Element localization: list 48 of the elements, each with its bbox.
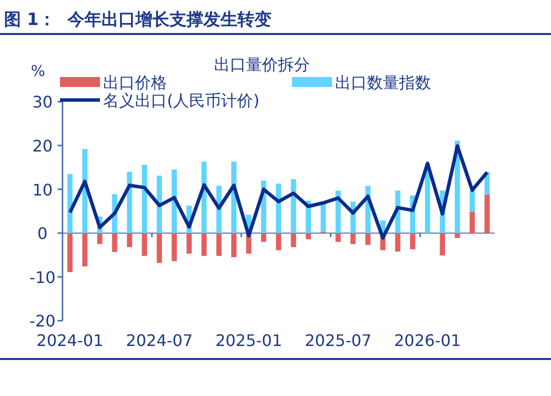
bar	[454, 233, 460, 238]
y-tick-label: 30	[32, 92, 53, 112]
bar	[156, 233, 162, 263]
x-tick-label: 2024-01	[36, 331, 104, 350]
x-tick-label: 2025-07	[304, 331, 372, 350]
y-tick-label: -20	[29, 312, 56, 331]
bar	[156, 176, 162, 234]
bar	[172, 170, 177, 234]
y-tick-label: 20	[32, 136, 53, 156]
bar	[67, 233, 73, 272]
bar	[126, 233, 132, 248]
legend-label: 名义出口(人民币计价)	[103, 91, 260, 110]
bar	[336, 233, 341, 242]
bar	[142, 233, 148, 256]
line-series	[68, 144, 489, 240]
bar	[97, 233, 102, 244]
bar	[276, 233, 282, 250]
bar	[290, 233, 296, 248]
chart-subtitle: 出口量价拆分	[214, 55, 310, 74]
bar	[470, 212, 475, 234]
bar	[365, 233, 371, 245]
bar	[410, 233, 416, 250]
bar	[470, 190, 475, 212]
bar	[201, 233, 207, 256]
bar	[350, 233, 356, 244]
bar	[395, 233, 400, 252]
legend-label: 出口数量指数	[335, 73, 431, 92]
y-tick-label: -10	[29, 268, 56, 287]
bar	[440, 233, 446, 256]
bar	[112, 233, 118, 252]
x-tick-label: 2026-01	[394, 331, 461, 350]
bar	[172, 233, 177, 262]
bar	[186, 233, 192, 254]
bar	[261, 233, 266, 242]
bar	[336, 190, 341, 234]
y-tick-label: 10	[32, 180, 53, 200]
y-axis-title: %	[30, 62, 46, 80]
bar	[484, 194, 490, 234]
chart-title: 图 1： 今年出口增长支撑发生转变	[4, 10, 272, 30]
bar	[320, 204, 326, 232]
bar	[216, 233, 222, 256]
x-tick-label: 2025-01	[215, 331, 282, 350]
bar	[306, 233, 311, 240]
legend-label: 出口价格	[103, 73, 167, 92]
bar	[82, 233, 88, 266]
y-tick-label: 0	[37, 224, 48, 244]
bar	[231, 233, 236, 258]
x-tick-label: 2024-07	[126, 331, 193, 350]
